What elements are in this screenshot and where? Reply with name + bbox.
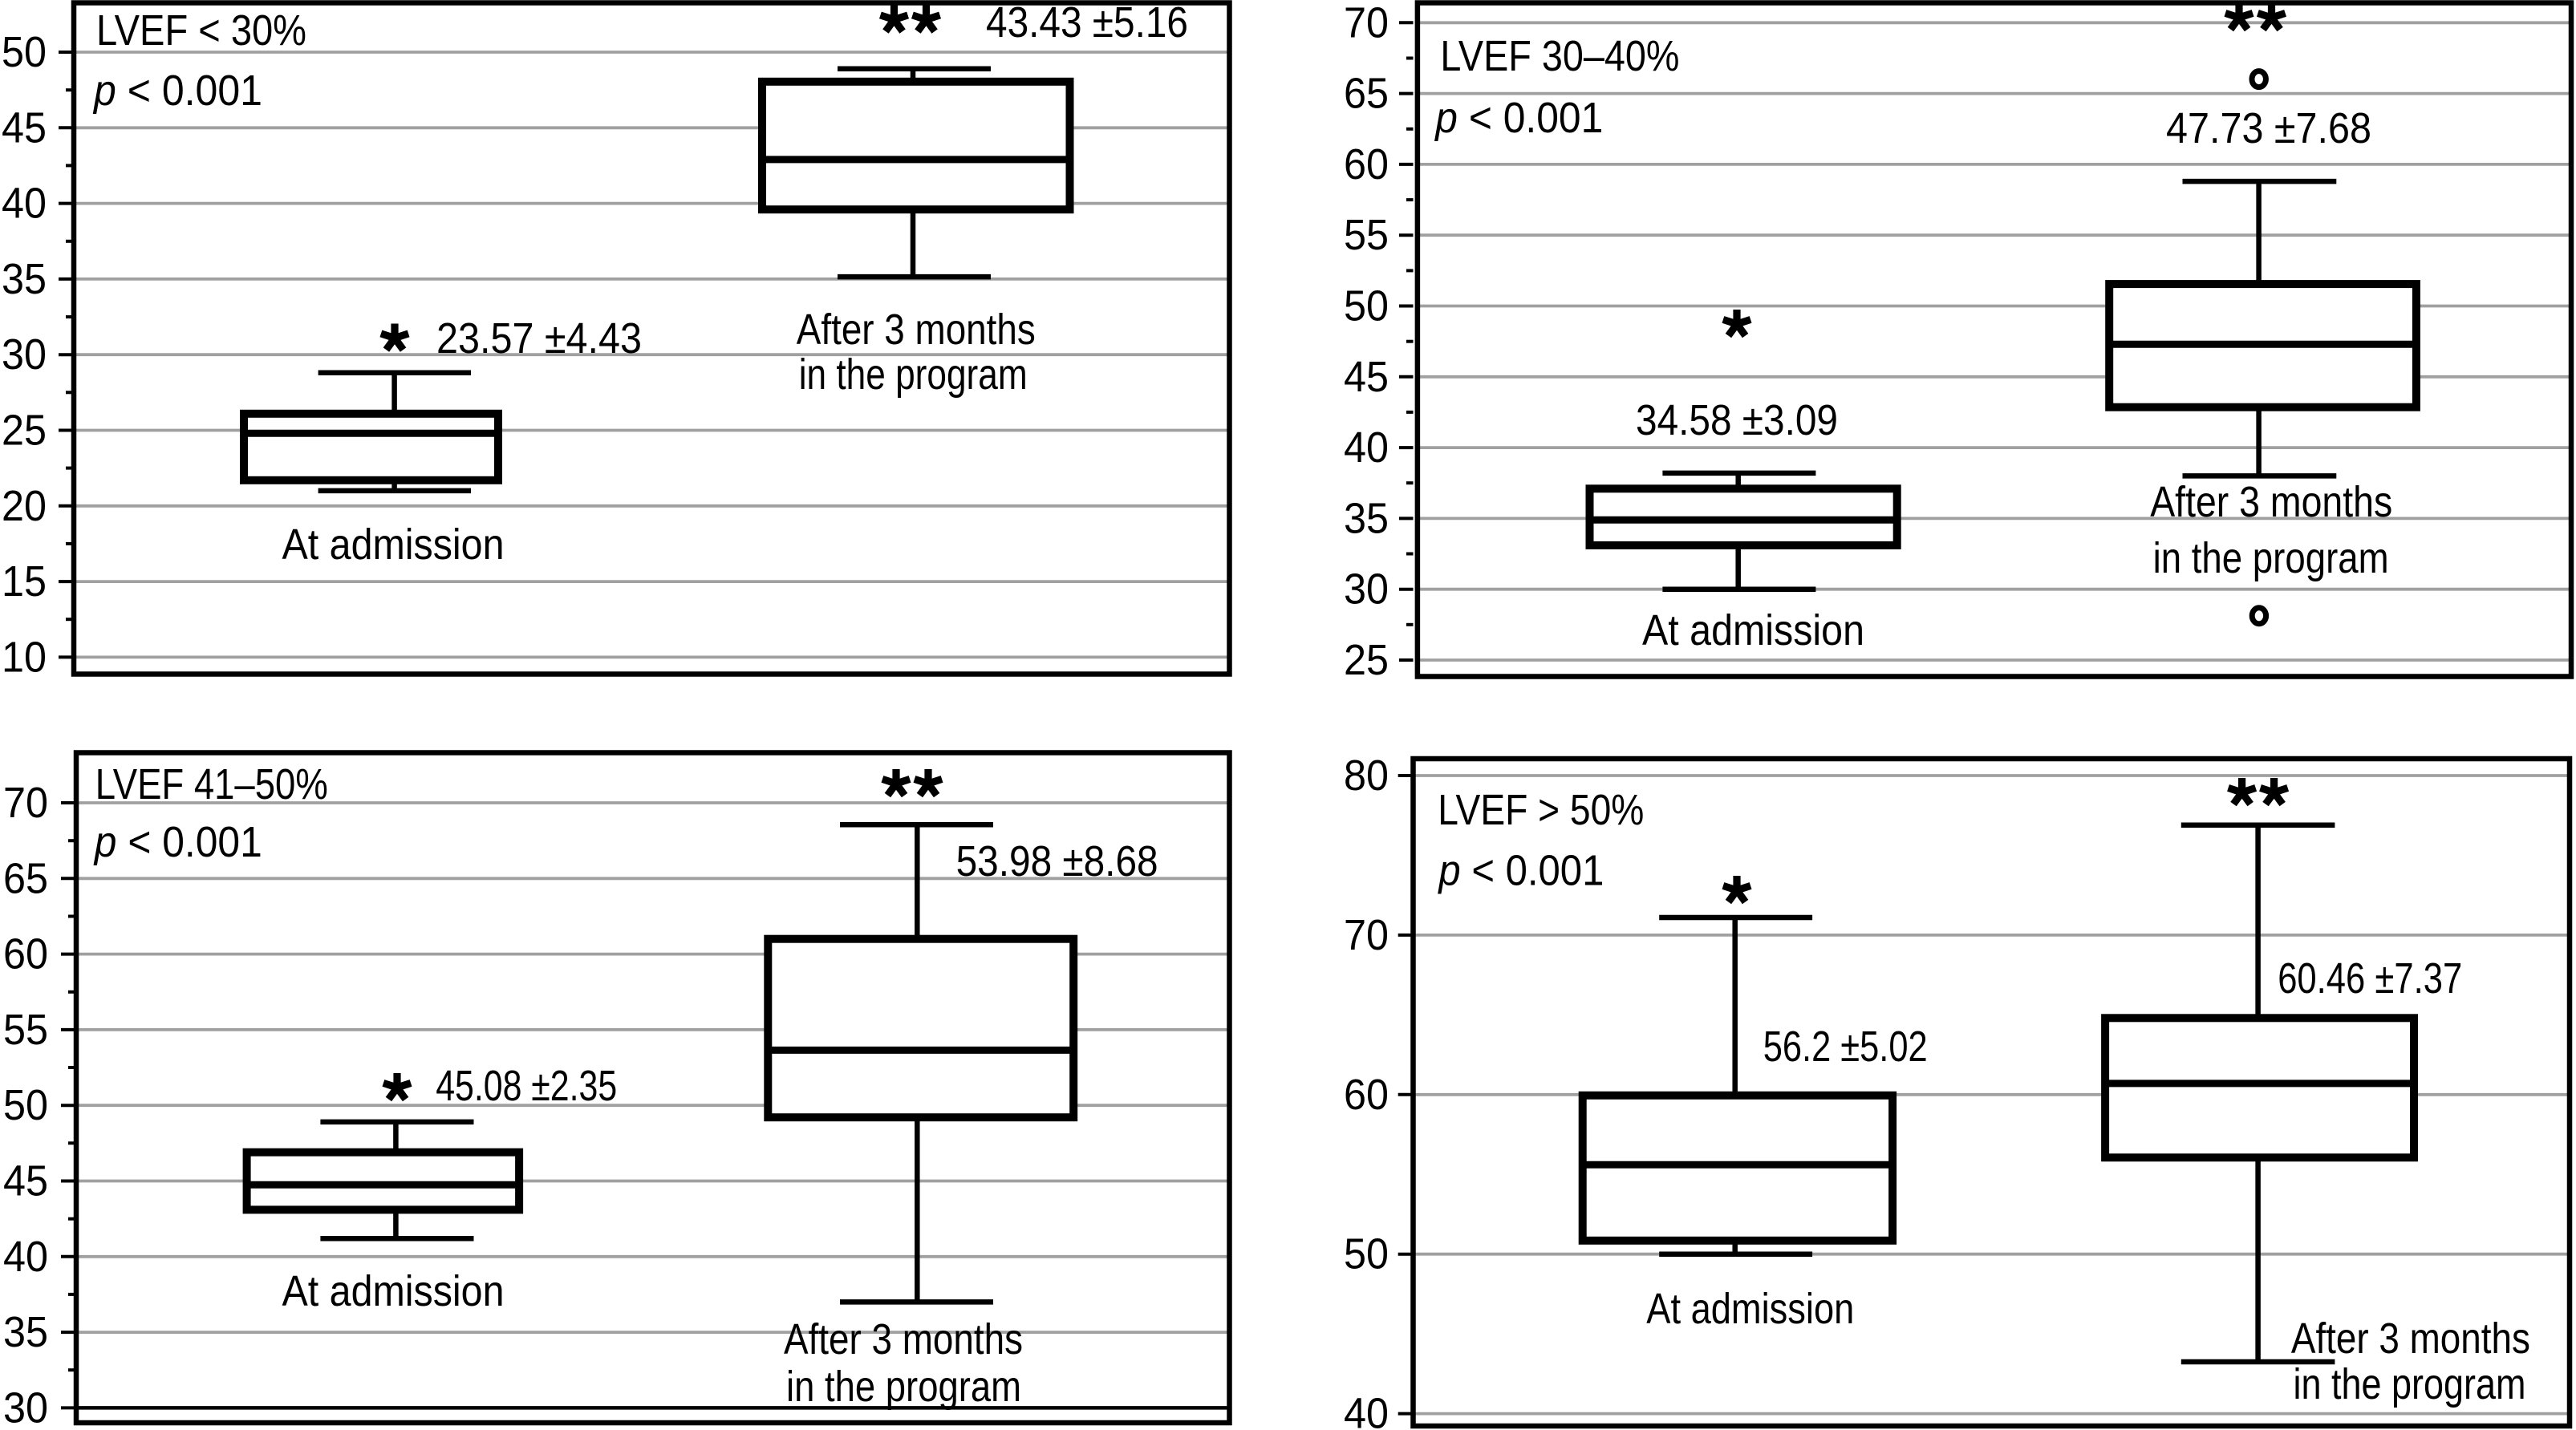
svg-text:15: 15: [2, 557, 47, 606]
svg-text:50: 50: [1344, 282, 1389, 330]
svg-text:40: 40: [2, 180, 47, 228]
svg-text:p < 0.001: p < 0.001: [92, 67, 262, 115]
svg-text:65: 65: [3, 854, 48, 902]
svg-text:23.57 ±4.43: 23.57 ±4.43: [436, 314, 642, 363]
svg-text:in the program: in the program: [786, 1363, 1021, 1411]
svg-text:70: 70: [3, 779, 48, 827]
svg-text:80: 80: [1344, 751, 1389, 800]
svg-text:After 3 months: After 3 months: [2291, 1315, 2530, 1363]
svg-text:After 3 months: After 3 months: [2150, 478, 2392, 526]
svg-text:53.98 ±8.68: 53.98 ±8.68: [956, 837, 1158, 885]
svg-text:50: 50: [1344, 1230, 1389, 1278]
svg-text:43.43 ±5.16: 43.43 ±5.16: [986, 0, 1188, 47]
svg-text:60: 60: [3, 930, 48, 978]
svg-text:25: 25: [1344, 636, 1389, 684]
svg-text:LVEF > 50%: LVEF > 50%: [1438, 786, 1644, 834]
svg-text:47.73 ±7.68: 47.73 ±7.68: [2166, 104, 2371, 152]
svg-text:p < 0.001: p < 0.001: [1438, 847, 1604, 895]
svg-text:LVEF 41–50%: LVEF 41–50%: [95, 760, 328, 808]
svg-text:35: 35: [2, 255, 47, 303]
svg-text:10: 10: [2, 633, 47, 681]
svg-text:20: 20: [2, 482, 47, 530]
svg-text:in the program: in the program: [799, 350, 1028, 399]
svg-text:34.58 ±3.09: 34.58 ±3.09: [1636, 396, 1838, 444]
svg-text:30: 30: [1344, 565, 1389, 614]
svg-text:After 3 months: After 3 months: [784, 1315, 1023, 1363]
svg-text:50: 50: [3, 1081, 48, 1129]
svg-text:At admission: At admission: [1642, 606, 1864, 654]
svg-text:in the program: in the program: [2153, 534, 2389, 582]
svg-text:70: 70: [1344, 0, 1389, 47]
svg-text:70: 70: [1344, 911, 1389, 959]
svg-text:LVEF 30–40%: LVEF 30–40%: [1440, 32, 1679, 80]
svg-text:40: 40: [1344, 1390, 1389, 1430]
svg-text:60: 60: [1344, 1071, 1389, 1119]
svg-text:p < 0.001: p < 0.001: [1434, 94, 1603, 142]
svg-text:LVEF < 30%: LVEF < 30%: [96, 6, 306, 55]
svg-text:45: 45: [1344, 353, 1389, 401]
svg-text:35: 35: [1344, 494, 1389, 542]
svg-text:At admission: At admission: [282, 1267, 505, 1315]
svg-text:65: 65: [1344, 70, 1389, 118]
svg-text:At admission: At admission: [1646, 1285, 1854, 1333]
svg-text:p < 0.001: p < 0.001: [93, 818, 262, 866]
svg-text:45: 45: [2, 103, 47, 152]
svg-text:50: 50: [2, 28, 47, 76]
svg-text:40: 40: [1344, 423, 1389, 472]
svg-text:55: 55: [3, 1006, 48, 1054]
svg-text:At admission: At admission: [282, 521, 505, 569]
svg-text:30: 30: [3, 1383, 48, 1430]
svg-text:30: 30: [2, 330, 47, 379]
svg-text:25: 25: [2, 407, 47, 455]
svg-text:45.08 ±2.35: 45.08 ±2.35: [436, 1062, 617, 1110]
svg-text:35: 35: [3, 1308, 48, 1356]
svg-text:60.46 ±7.37: 60.46 ±7.37: [2278, 954, 2462, 1003]
svg-text:60: 60: [1344, 140, 1389, 188]
svg-text:45: 45: [3, 1157, 48, 1205]
svg-text:56.2 ±5.02: 56.2 ±5.02: [1763, 1023, 1928, 1071]
svg-text:in the program: in the program: [2294, 1360, 2526, 1408]
svg-text:55: 55: [1344, 211, 1389, 259]
svg-text:40: 40: [3, 1233, 48, 1281]
svg-text:After 3 months: After 3 months: [797, 306, 1036, 354]
